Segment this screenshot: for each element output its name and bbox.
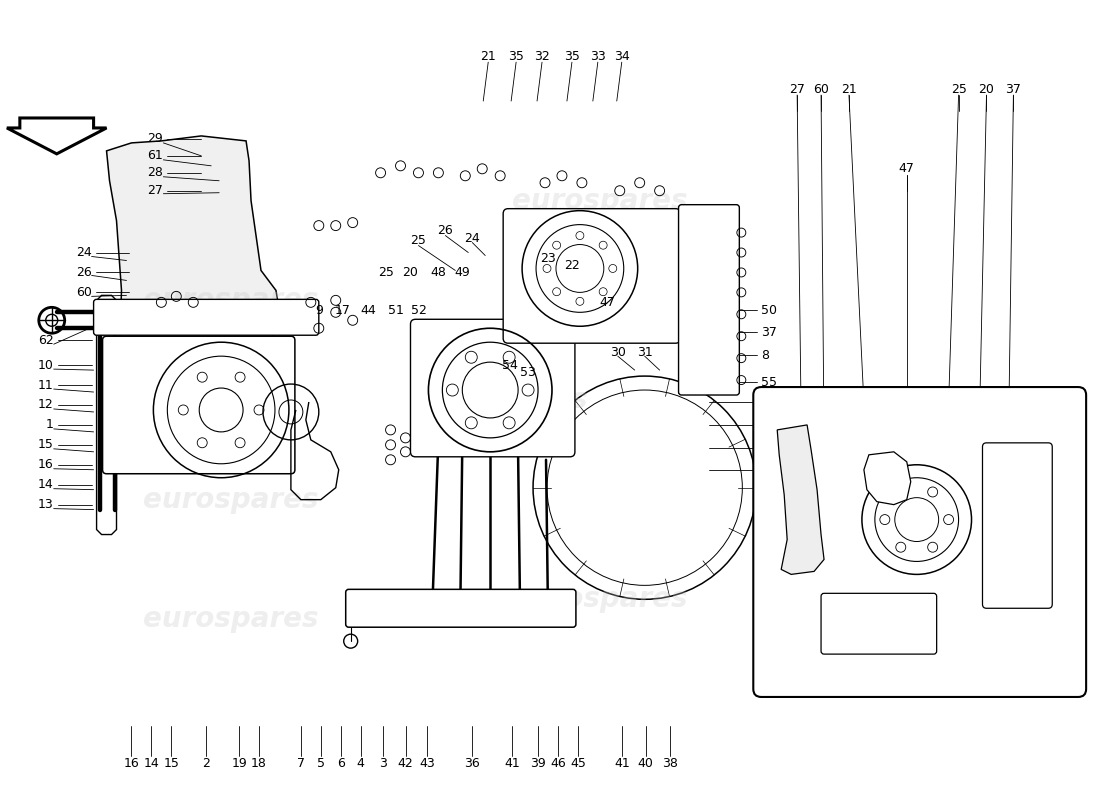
Text: 1: 1	[46, 418, 54, 431]
Polygon shape	[778, 425, 824, 574]
Text: 16: 16	[123, 758, 140, 770]
Text: 22: 22	[564, 259, 580, 272]
Text: 56: 56	[761, 395, 777, 409]
Text: 35: 35	[564, 50, 580, 62]
Text: 26: 26	[438, 224, 453, 237]
Text: 4: 4	[356, 758, 364, 770]
Text: 35: 35	[508, 50, 524, 62]
Text: 33: 33	[590, 50, 606, 62]
Text: 25: 25	[410, 234, 427, 247]
Text: 50: 50	[761, 304, 778, 317]
Text: 12: 12	[39, 398, 54, 411]
Text: 27: 27	[147, 184, 163, 198]
Text: 52: 52	[410, 304, 427, 317]
Text: 8: 8	[761, 349, 769, 362]
Text: 26: 26	[76, 266, 91, 279]
Text: 2: 2	[202, 758, 210, 770]
Text: 55: 55	[761, 375, 778, 389]
FancyBboxPatch shape	[754, 387, 1086, 697]
Text: 53: 53	[520, 366, 536, 378]
Text: 38: 38	[661, 758, 678, 770]
Polygon shape	[7, 118, 107, 154]
Text: 15: 15	[164, 758, 179, 770]
Text: eurospares: eurospares	[412, 386, 587, 414]
Text: 34: 34	[614, 50, 629, 62]
FancyBboxPatch shape	[982, 443, 1053, 608]
FancyBboxPatch shape	[679, 205, 739, 395]
Text: 59: 59	[761, 463, 777, 476]
Text: 42: 42	[397, 758, 414, 770]
Text: Soluzione superata: Soluzione superata	[871, 398, 1036, 413]
Text: 7: 7	[297, 758, 305, 770]
Text: 31: 31	[637, 346, 652, 358]
Text: 30: 30	[609, 346, 626, 358]
Text: 44: 44	[361, 304, 376, 317]
Text: Old solution: Old solution	[902, 414, 1005, 430]
Text: 24: 24	[76, 246, 91, 259]
Text: 49: 49	[454, 266, 470, 279]
Text: 40: 40	[638, 758, 653, 770]
Text: 18: 18	[251, 758, 267, 770]
Text: 25: 25	[377, 266, 394, 279]
Text: 60: 60	[76, 286, 91, 299]
Text: eurospares: eurospares	[513, 186, 688, 214]
Text: 13: 13	[39, 498, 54, 511]
Text: 60: 60	[813, 82, 829, 95]
Text: 23: 23	[540, 252, 556, 265]
Text: 61: 61	[147, 150, 163, 162]
FancyBboxPatch shape	[345, 590, 576, 627]
Text: 54: 54	[503, 358, 518, 372]
Text: 9: 9	[315, 304, 322, 317]
Text: 24: 24	[464, 232, 480, 245]
FancyBboxPatch shape	[821, 594, 937, 654]
Text: 3: 3	[378, 758, 386, 770]
Text: 21: 21	[842, 82, 857, 95]
Text: 27: 27	[789, 82, 805, 95]
Text: 57: 57	[761, 418, 778, 431]
Text: 6: 6	[337, 758, 344, 770]
Text: 48: 48	[430, 266, 447, 279]
Text: 5: 5	[317, 758, 324, 770]
Text: 20: 20	[979, 82, 994, 95]
Text: 47: 47	[600, 296, 616, 309]
Text: 21: 21	[481, 50, 496, 62]
FancyBboxPatch shape	[410, 319, 575, 457]
Text: eurospares: eurospares	[143, 606, 319, 634]
Polygon shape	[97, 295, 117, 534]
Text: 58: 58	[761, 442, 778, 454]
Text: 25: 25	[950, 82, 967, 95]
FancyBboxPatch shape	[94, 299, 319, 335]
Text: eurospares: eurospares	[513, 586, 688, 614]
Text: 39: 39	[530, 758, 546, 770]
Text: 51: 51	[387, 304, 404, 317]
Text: 29: 29	[147, 133, 163, 146]
Text: 36: 36	[464, 758, 480, 770]
Text: 14: 14	[39, 478, 54, 491]
Text: 11: 11	[39, 378, 54, 391]
Text: 28: 28	[147, 166, 163, 179]
Text: 32: 32	[535, 50, 550, 62]
Text: 43: 43	[419, 758, 436, 770]
Text: 41: 41	[504, 758, 520, 770]
Text: 17: 17	[334, 304, 351, 317]
Text: 10: 10	[37, 358, 54, 372]
Text: 15: 15	[37, 438, 54, 451]
Text: 46: 46	[550, 758, 565, 770]
Text: 14: 14	[143, 758, 160, 770]
FancyBboxPatch shape	[102, 336, 295, 474]
Polygon shape	[864, 452, 911, 505]
Text: 37: 37	[1005, 82, 1021, 95]
Text: 62: 62	[39, 334, 54, 346]
Text: 47: 47	[899, 162, 915, 175]
Text: 37: 37	[761, 326, 777, 338]
Polygon shape	[107, 136, 280, 360]
Text: eurospares: eurospares	[143, 286, 319, 314]
Text: 16: 16	[39, 458, 54, 471]
Text: 19: 19	[231, 758, 248, 770]
FancyBboxPatch shape	[503, 209, 681, 343]
Text: 41: 41	[614, 758, 629, 770]
Text: 45: 45	[570, 758, 586, 770]
Text: eurospares: eurospares	[143, 486, 319, 514]
Text: 20: 20	[403, 266, 418, 279]
